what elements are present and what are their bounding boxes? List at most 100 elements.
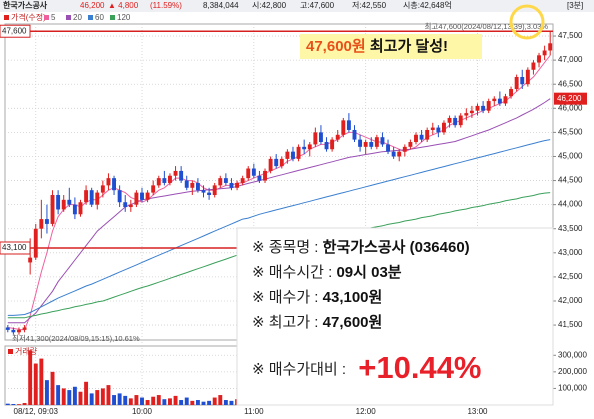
volume-bar — [11, 404, 16, 405]
callout-text: 최고가 달성! — [366, 37, 448, 55]
candle-body — [218, 178, 223, 186]
legend-label: 5 — [51, 13, 56, 22]
volume-bar — [5, 403, 10, 405]
volume-bar — [72, 386, 77, 405]
header-change-pct: (11.59%) — [150, 1, 182, 10]
candle-body — [179, 170, 184, 181]
candle-body — [173, 170, 178, 176]
candle-body — [397, 151, 402, 157]
y-tick-label: 42,000 — [558, 296, 583, 305]
volume-bar — [229, 400, 234, 405]
candle-body — [419, 134, 424, 140]
volume-bar — [78, 391, 83, 405]
info-row: ※ 매수시간 : 09시 03분 — [252, 264, 402, 281]
x-tick-label: 10:00 — [132, 407, 153, 416]
candle-body — [358, 139, 363, 147]
y-tick-label: 41,500 — [558, 320, 583, 329]
candle-body — [464, 113, 469, 116]
candle-body — [39, 219, 44, 229]
x-tick-label: 12:00 — [356, 407, 377, 416]
candle-body — [391, 151, 396, 157]
legend-label: 60 — [95, 13, 104, 22]
info-value: 한국가스공사 (036460) — [323, 239, 470, 256]
candle-body — [447, 117, 452, 123]
candle-body — [235, 182, 240, 188]
volume-bar — [173, 395, 178, 405]
candle-body — [475, 105, 480, 111]
y-tick-label: 44,000 — [558, 200, 583, 209]
info-label: ※ 종목명 : — [252, 239, 323, 256]
header-low: 저:42,550 — [352, 1, 387, 10]
candle-body — [548, 43, 553, 51]
volume-bar — [44, 380, 49, 405]
volume-bar — [151, 396, 156, 405]
candle-body — [207, 192, 212, 196]
volume-bar — [128, 398, 133, 405]
candle-body — [346, 120, 351, 130]
volume-bar — [100, 388, 105, 405]
candle-body — [363, 142, 368, 147]
candle-body — [11, 329, 16, 333]
candle-body — [509, 89, 514, 97]
legend-swatch — [44, 15, 49, 20]
min-note: 최저41,300(2024/08/09,15:15),10.61% — [12, 333, 140, 343]
candle-body — [425, 129, 430, 140]
candle-body — [140, 192, 144, 200]
candle-body — [190, 182, 195, 188]
moving-average — [7, 98, 551, 324]
legend-label: 120 — [117, 13, 131, 22]
candle-body — [162, 178, 167, 183]
candle-body — [112, 178, 116, 191]
candle-body — [492, 98, 497, 102]
candle-body — [285, 151, 290, 159]
candle-body — [117, 190, 122, 203]
header-bar — [0, 0, 594, 12]
candle-body — [430, 127, 435, 130]
candle-body — [542, 50, 547, 56]
info-value: 47,600원 — [323, 314, 383, 331]
candle-body — [291, 151, 295, 159]
volume-bar — [134, 395, 139, 405]
volume-bar — [162, 399, 167, 405]
candle-body — [436, 127, 441, 133]
candle-body — [78, 202, 83, 215]
candle-body — [352, 129, 357, 140]
y-tick-label: 43,500 — [558, 224, 583, 233]
candle-body — [341, 120, 346, 135]
volume-bar — [179, 400, 184, 405]
candle-body — [402, 146, 407, 152]
y-tick-label: 45,500 — [558, 127, 583, 136]
legend-label: 가격(수정) — [11, 12, 46, 22]
callout-price: 47,600원 — [306, 38, 366, 55]
candle-body — [17, 329, 21, 333]
header-high: 고:47,600 — [300, 1, 335, 10]
candle-body — [274, 158, 279, 167]
x-tick-label: 08/12, 09:03 — [14, 407, 59, 416]
candle-body — [72, 204, 77, 215]
candle-body — [95, 192, 100, 205]
candle-body — [106, 178, 111, 186]
y-tick-label: 200,000 — [558, 367, 587, 376]
volume-bar — [212, 397, 217, 405]
candle-body — [50, 195, 55, 224]
candle-body — [380, 137, 385, 145]
candle-body — [184, 180, 189, 188]
volume-bar — [50, 371, 55, 405]
volume-bar — [17, 404, 21, 405]
legend-swatch — [4, 15, 9, 20]
y-tick-label: 45,000 — [558, 152, 583, 161]
candle-body — [28, 257, 33, 263]
y-tick-label: 44,500 — [558, 176, 583, 185]
legend-swatch — [110, 15, 115, 20]
line-tag — [0, 241, 31, 255]
candle-body — [408, 142, 413, 147]
candle-body — [61, 199, 66, 210]
candle-body — [128, 204, 133, 208]
y-tick-label: 46,500 — [558, 79, 583, 88]
candle-body — [145, 192, 150, 200]
volume-bar — [207, 400, 212, 405]
candle-body — [257, 175, 262, 181]
volume-bar — [223, 400, 228, 405]
header-change: ▲ 4,800 — [108, 1, 139, 10]
